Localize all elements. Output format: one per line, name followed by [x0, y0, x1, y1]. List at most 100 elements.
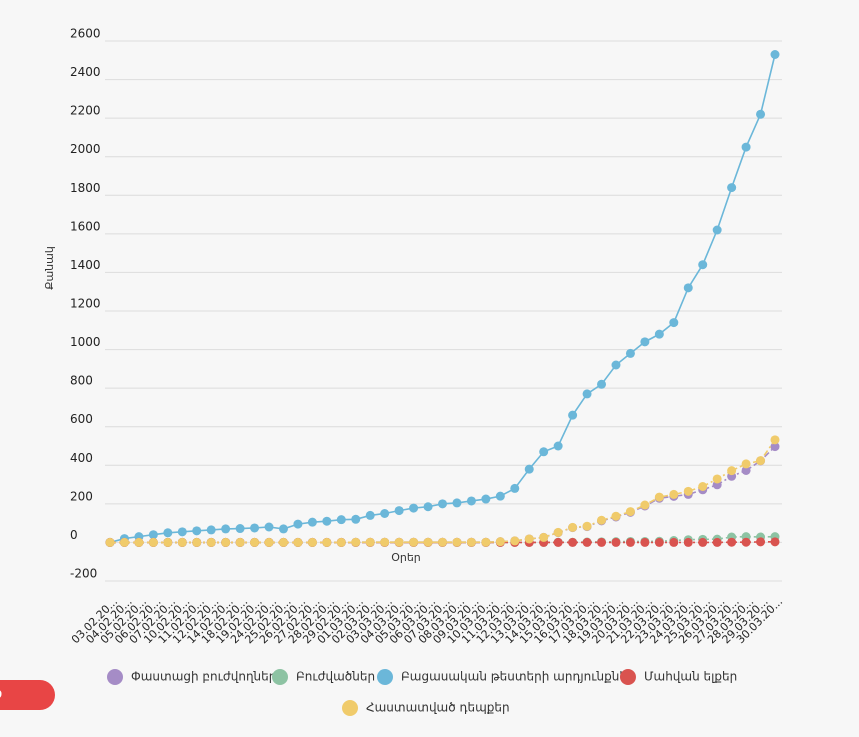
- data-point: [756, 537, 766, 547]
- data-point: [654, 537, 664, 547]
- data-point: [727, 183, 737, 193]
- data-point: [177, 537, 187, 547]
- data-point: [640, 337, 650, 347]
- data-point: [683, 283, 693, 293]
- data-point: [336, 537, 346, 547]
- data-point: [221, 524, 231, 534]
- y-tick-label: 1800: [70, 181, 101, 195]
- data-point: [322, 516, 332, 526]
- y-tick-label: 1000: [70, 335, 101, 349]
- data-point: [466, 537, 476, 547]
- data-point: [770, 537, 780, 547]
- legend-label: Բուժվածներ: [296, 670, 375, 684]
- data-point: [148, 530, 158, 540]
- data-point: [510, 483, 520, 493]
- legend-label: Բացասական թեստերի արդյունքներ: [401, 670, 635, 684]
- data-point: [582, 389, 592, 399]
- data-point: [611, 511, 621, 521]
- data-point: [322, 537, 332, 547]
- data-point: [553, 537, 563, 547]
- data-point: [192, 537, 202, 547]
- data-point: [365, 510, 375, 520]
- data-point: [380, 509, 390, 518]
- data-point: [307, 537, 317, 547]
- data-point: [380, 537, 390, 547]
- data-point: [466, 496, 476, 506]
- data-point: [481, 494, 491, 504]
- series-line: [109, 54, 776, 544]
- data-point: [163, 528, 173, 538]
- data-point: [756, 456, 766, 466]
- data-point: [278, 537, 288, 547]
- data-point: [235, 537, 245, 547]
- data-point: [105, 537, 115, 547]
- data-point: [221, 537, 231, 547]
- y-tick-label: 200: [70, 489, 93, 503]
- data-point: [568, 522, 578, 532]
- data-point: [452, 537, 462, 547]
- y-tick-label: 0: [70, 528, 78, 542]
- data-point: [336, 515, 346, 525]
- data-point: [756, 109, 766, 119]
- y-tick-label: 1600: [70, 219, 101, 233]
- y-tick-label: 2400: [70, 65, 101, 79]
- data-point: [741, 465, 751, 475]
- legend-marker: [342, 700, 358, 716]
- legend-marker: [272, 669, 288, 685]
- data-point: [409, 503, 419, 513]
- data-point: [727, 466, 737, 476]
- y-tick-label: 2600: [70, 27, 101, 41]
- data-point: [568, 537, 578, 547]
- data-point: [683, 486, 693, 496]
- data-point: [625, 507, 635, 517]
- data-point: [597, 515, 607, 525]
- data-point: [495, 491, 505, 501]
- data-point: [770, 435, 780, 445]
- data-point: [177, 527, 187, 537]
- data-point: [134, 537, 144, 547]
- data-point: [351, 514, 361, 524]
- data-point: [698, 482, 708, 491]
- floating-button[interactable]: [0, 680, 55, 710]
- data-point: [770, 50, 780, 59]
- data-point: [423, 502, 433, 512]
- data-point: [640, 500, 650, 510]
- data-point: [438, 537, 447, 547]
- legend-marker: [377, 669, 393, 685]
- data-point: [654, 492, 664, 502]
- data-point: [539, 532, 549, 542]
- data-point: [611, 360, 621, 370]
- data-point: [727, 537, 737, 547]
- data-point: [582, 537, 592, 547]
- y-tick-label: 400: [70, 451, 93, 465]
- legend-label: Մահվան ելքեր: [644, 670, 737, 684]
- data-point: [597, 537, 607, 547]
- data-point: [293, 537, 303, 547]
- data-point: [712, 225, 722, 235]
- data-point: [192, 526, 202, 536]
- floating-button-label[interactable]: 00: [0, 688, 2, 701]
- x-axis-label: Օրեր: [391, 551, 421, 564]
- data-point: [163, 537, 173, 547]
- data-point: [394, 537, 404, 547]
- data-point: [553, 527, 563, 537]
- data-point: [698, 260, 708, 270]
- data-point: [510, 536, 520, 546]
- data-point: [278, 524, 288, 534]
- data-point: [611, 537, 621, 547]
- data-point: [625, 348, 635, 358]
- data-point: [741, 142, 751, 152]
- y-tick-label: 1400: [70, 258, 101, 272]
- data-point: [568, 410, 578, 420]
- data-point: [539, 447, 549, 457]
- y-tick-label: 2200: [70, 104, 101, 118]
- data-point: [452, 498, 462, 508]
- legend-label: Փաստացի բուժվողներ: [131, 670, 276, 684]
- data-point: [698, 537, 708, 547]
- data-point: [293, 519, 303, 529]
- data-point: [597, 379, 607, 389]
- data-point: [712, 474, 722, 484]
- data-point: [351, 537, 361, 547]
- data-point: [640, 537, 650, 547]
- data-point: [307, 517, 317, 527]
